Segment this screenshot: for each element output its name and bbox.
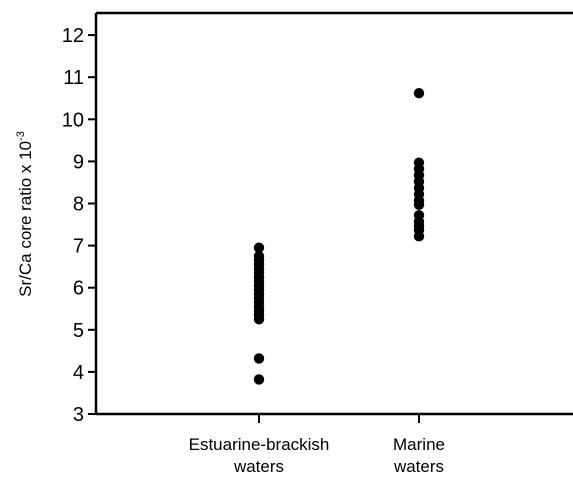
y-axis-ticks: 3 4 5 6 7 8 9 10 11 12 bbox=[62, 25, 96, 426]
data-point bbox=[253, 353, 265, 364]
x-category-label-line2: waters bbox=[233, 457, 284, 476]
y-tick-label: 5 bbox=[73, 320, 84, 342]
y-axis-title-text: Sr/Ca core ratio x 10 bbox=[16, 141, 35, 297]
data-point bbox=[413, 231, 425, 242]
x-category-label-line2: waters bbox=[393, 457, 444, 476]
data-point bbox=[253, 242, 265, 253]
data-point bbox=[413, 199, 425, 210]
y-tick-label: 10 bbox=[62, 109, 84, 131]
data-point bbox=[253, 374, 265, 385]
x-category-label-line1: Marine bbox=[393, 435, 445, 454]
y-tick-label: 4 bbox=[73, 362, 84, 384]
x-axis-ticks bbox=[258, 414, 420, 423]
x-axis-category-labels: Estuarine-brackish waters Marine waters bbox=[189, 435, 445, 476]
y-tick-label: 12 bbox=[62, 25, 84, 47]
y-tick-label: 3 bbox=[73, 404, 84, 426]
data-point bbox=[413, 87, 425, 99]
y-tick-label: 8 bbox=[73, 194, 84, 216]
data-point bbox=[253, 314, 265, 325]
y-tick-label: 7 bbox=[73, 236, 84, 258]
y-axis-title: Sr/Ca core ratio x 10-3 bbox=[15, 131, 35, 297]
y-tick-label: 11 bbox=[63, 67, 84, 89]
y-tick-label: 9 bbox=[73, 151, 84, 173]
data-points bbox=[253, 87, 425, 385]
x-category-label-line1: Estuarine-brackish bbox=[189, 435, 330, 454]
y-tick-label: 6 bbox=[73, 278, 84, 300]
y-axis-title-exponent: -3 bbox=[15, 131, 27, 141]
